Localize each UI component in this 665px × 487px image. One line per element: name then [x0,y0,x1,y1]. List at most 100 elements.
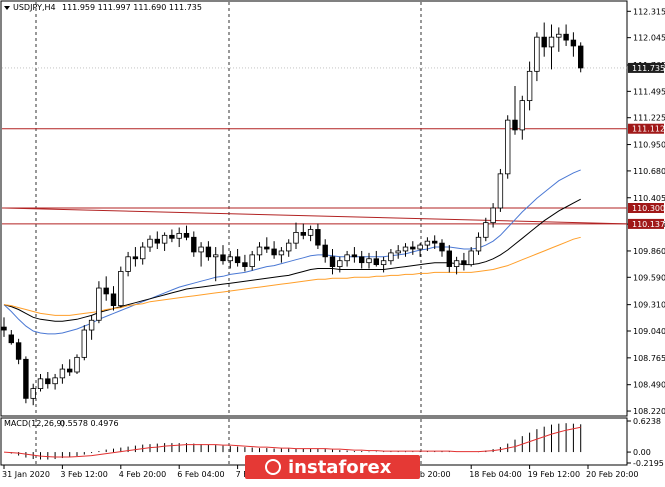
candle-body [103,287,109,295]
candle-body [431,240,438,244]
candle-body [52,377,58,385]
candle-body [37,378,44,389]
watermark-logo-icon [265,459,281,475]
candle [161,232,168,251]
candle-body [395,250,401,254]
candle [293,222,299,249]
time-tick-label: 20 Feb 20:00 [586,470,638,479]
candle [125,251,131,277]
candle [45,372,51,389]
candle [176,227,182,248]
candle [1,317,7,337]
candle [147,235,153,252]
candle-body [198,246,204,253]
candle [373,250,379,267]
candle-body [534,36,540,72]
candle [139,242,146,265]
candle [264,237,270,253]
candle [191,231,197,257]
candle-body [176,232,182,239]
candle-body [161,234,168,244]
candle [461,252,467,271]
candle-body [446,250,452,267]
price-tick-label: 108.765 [633,354,665,363]
price-badge: 111.112 [628,123,665,134]
price-badge-label: 111.735 [632,64,665,73]
candle-body [366,258,372,264]
candle [212,247,219,282]
candle-body [461,260,467,266]
candle [15,338,22,365]
candle [402,243,409,257]
instaforex-watermark: instaforex [245,455,420,479]
candle [52,373,58,390]
candle-body [293,232,299,244]
candle-body [271,248,277,256]
price-badge-box [628,62,664,73]
candle [519,95,525,140]
candle-body [154,238,160,244]
resistance-trendline [3,207,628,225]
candle [366,252,372,269]
candle-body [307,229,314,236]
candle-body [490,207,496,224]
candle [132,247,139,267]
price-tick-label: 110.405 [633,194,665,203]
price-tick-label: 108.220 [633,407,665,416]
candle [205,241,212,261]
candle-body [380,260,387,266]
candle-body [110,293,117,307]
candle [424,237,431,251]
price-tick-label: 110.680 [633,167,665,176]
candle [285,239,292,257]
candle-body [417,244,423,250]
candle [475,232,482,255]
candle [300,223,306,240]
candle [88,315,95,340]
candle-body [344,254,350,262]
candle [271,241,277,259]
macd-signal-line [3,426,581,458]
candles [1,22,584,406]
candle-body [45,378,51,385]
dropdown-triangle-icon[interactable] [4,6,10,10]
candle [96,281,102,324]
candle-body [74,356,80,373]
watermark-box [245,455,420,479]
candle [337,256,343,273]
macd-title: MACD(12,26,9) [4,419,65,428]
candle-body [23,358,29,399]
candle-body [475,236,482,252]
candle-body [132,256,139,260]
candle [417,243,423,257]
candle-body [322,244,328,258]
candle [30,383,36,406]
candle-body [497,173,504,209]
candle [431,235,438,249]
macd-values: 0.5578 0.4976 [60,419,119,428]
candle-body [147,238,153,248]
candle-body [118,271,124,307]
candle-body [578,45,584,69]
candle-body [285,242,292,252]
candle-body [483,222,489,238]
candle-body [410,246,416,250]
price-badge-label: 110.300 [632,204,665,213]
chart-header: USDJPY,H4 111.959 111.997 111.690 111.73… [4,3,202,12]
candle-body [541,36,547,48]
candle-body [205,246,212,258]
candle [220,245,226,265]
price-badge: 110.300 [628,203,665,213]
macd-tick-label: 0.6238 [633,417,661,426]
candle-body [351,254,358,258]
macd-header: MACD(12,26,9) 0.5578 0.4976 [4,419,119,428]
candle-body [256,246,263,256]
candle [344,250,350,267]
candle-body [373,258,379,266]
candle [67,359,73,376]
candle-body [220,254,226,262]
price-tick-label: 112.045 [633,34,665,43]
time-tick-label: 31 Jan 2020 [2,470,50,479]
candle [439,239,445,257]
candle [322,239,328,263]
